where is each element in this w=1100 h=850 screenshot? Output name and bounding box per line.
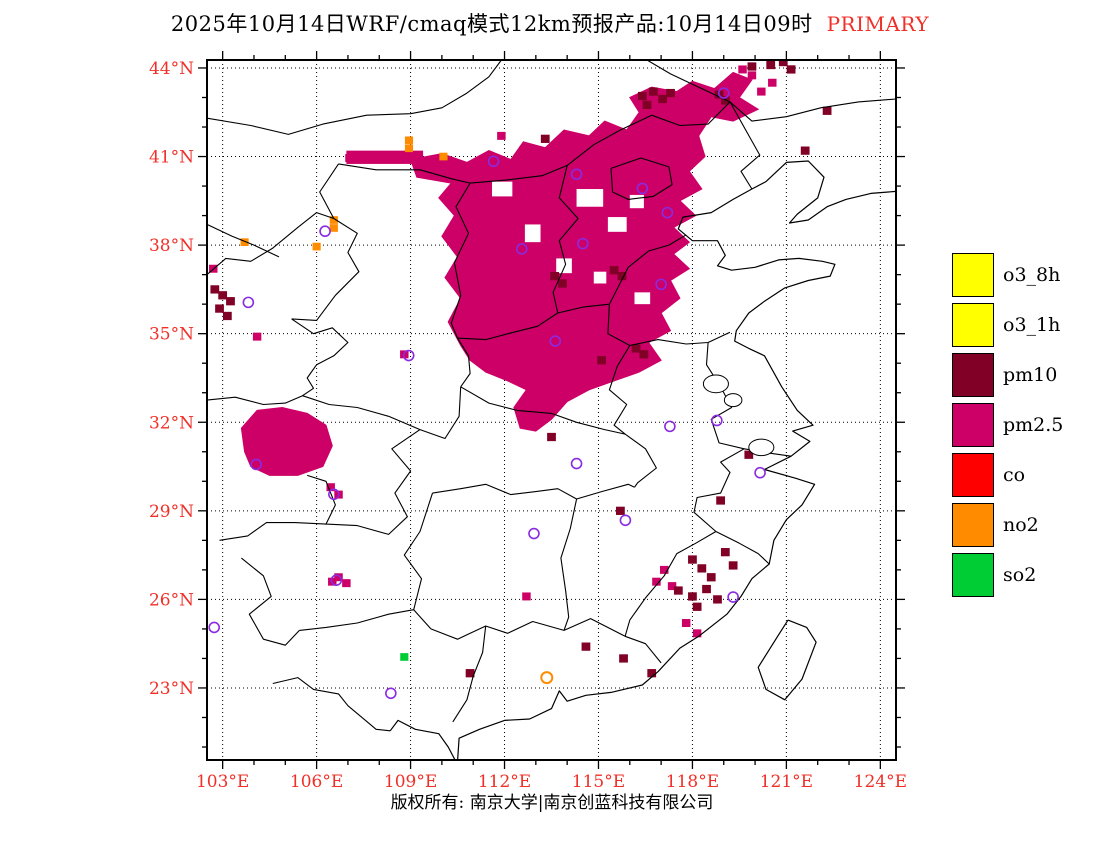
y-axis-label: 38°N bbox=[149, 236, 194, 256]
y-axis-label: 32°N bbox=[149, 413, 194, 433]
city-marker bbox=[717, 87, 730, 99]
y-axis-label: 44°N bbox=[149, 59, 194, 79]
city-marker bbox=[636, 182, 649, 195]
legend-item-so2: so2 bbox=[952, 550, 1063, 600]
y-axis-label: 41°N bbox=[149, 148, 194, 168]
city-marker bbox=[487, 155, 500, 168]
legend-item-o3_1h: o3_1h bbox=[952, 300, 1063, 350]
province-boundaries bbox=[207, 60, 896, 732]
city-marker bbox=[661, 206, 674, 219]
city-marker bbox=[570, 168, 583, 181]
y-axis-label: 35°N bbox=[149, 325, 194, 345]
city-marker bbox=[570, 457, 583, 470]
city-marker bbox=[250, 458, 262, 471]
legend-swatch-so2 bbox=[952, 553, 994, 597]
map-frame bbox=[206, 59, 897, 761]
city-marker bbox=[385, 687, 397, 700]
legend-label-no2: no2 bbox=[1003, 514, 1039, 536]
x-axis-label: 109°E bbox=[384, 772, 437, 792]
city-marker bbox=[319, 225, 331, 238]
city-marker bbox=[711, 414, 723, 427]
city-marker bbox=[330, 574, 343, 587]
x-axis-label: 103°E bbox=[196, 772, 249, 792]
legend-swatch-o3_1h bbox=[952, 303, 994, 347]
city-marker bbox=[515, 243, 528, 255]
city-marker bbox=[655, 278, 667, 291]
city-marker bbox=[664, 420, 676, 433]
lakes bbox=[702, 374, 775, 457]
legend-swatch-pm10 bbox=[952, 353, 994, 397]
x-axis-label: 106°E bbox=[290, 772, 343, 792]
x-axis-label: 112°E bbox=[478, 772, 531, 792]
legend-label-o3_8h: o3_8h bbox=[1003, 264, 1061, 286]
axis-labels: 103°E 106°E 109°E 112°E 115°E 118°E 121°E 124°E… bbox=[149, 59, 907, 792]
legend-label-o3_1h: o3_1h bbox=[1003, 314, 1061, 336]
city-marker bbox=[242, 296, 255, 309]
city-marker bbox=[549, 335, 562, 347]
orange-city-marker bbox=[540, 671, 554, 685]
legend-label-so2: so2 bbox=[1003, 564, 1037, 586]
legend-item-o3_8h: o3_8h bbox=[952, 250, 1063, 300]
city-marker bbox=[208, 621, 221, 634]
y-axis-label: 23°N bbox=[149, 679, 194, 699]
pollutant-legend: o3_8h o3_1h pm10 pm2.5 co no2 so2 bbox=[952, 250, 1063, 600]
title-main: 2025年10月14日WRF/cmaq模式12km预报产品:10月14日09时 bbox=[170, 12, 813, 36]
coastlines bbox=[389, 160, 896, 760]
legend-swatch-co bbox=[952, 453, 994, 497]
legend-swatch-o3_8h bbox=[952, 253, 994, 297]
legend-label-co: co bbox=[1003, 464, 1026, 486]
page-title: 2025年10月14日WRF/cmaq模式12km预报产品:10月14日09时 P… bbox=[0, 8, 1100, 38]
city-marker bbox=[754, 466, 766, 479]
x-axis-label: 115°E bbox=[572, 772, 625, 792]
city-marker bbox=[528, 527, 540, 540]
legend-swatch-no2 bbox=[952, 503, 994, 547]
title-primary-tag: PRIMARY bbox=[826, 12, 930, 36]
city-marker bbox=[402, 349, 415, 362]
y-axis-label: 26°N bbox=[149, 590, 194, 610]
copyright-footer: 版权所有: 南京大学|南京创蓝科技有限公司 bbox=[390, 793, 714, 813]
x-axis-label: 124°E bbox=[854, 772, 907, 792]
city-marker bbox=[328, 488, 340, 501]
city-marker bbox=[577, 237, 589, 250]
legend-item-pm25: pm2.5 bbox=[952, 400, 1063, 450]
x-axis-label: 121°E bbox=[760, 772, 813, 792]
x-axis-label: 118°E bbox=[666, 772, 719, 792]
legend-label-pm10: pm10 bbox=[1003, 364, 1058, 386]
legend-item-co: co bbox=[952, 450, 1063, 500]
city-markers bbox=[208, 87, 766, 700]
legend-item-pm10: pm10 bbox=[952, 350, 1063, 400]
axis-ticks bbox=[198, 51, 905, 769]
city-marker bbox=[727, 591, 739, 603]
legend-item-no2: no2 bbox=[952, 500, 1063, 550]
y-axis-label: 29°N bbox=[149, 502, 194, 522]
map-canvas bbox=[207, 60, 896, 760]
legend-label-pm25: pm2.5 bbox=[1003, 414, 1064, 436]
legend-swatch-pm25 bbox=[952, 403, 994, 447]
city-marker bbox=[619, 514, 632, 527]
pollutant-layer bbox=[209, 60, 832, 678]
